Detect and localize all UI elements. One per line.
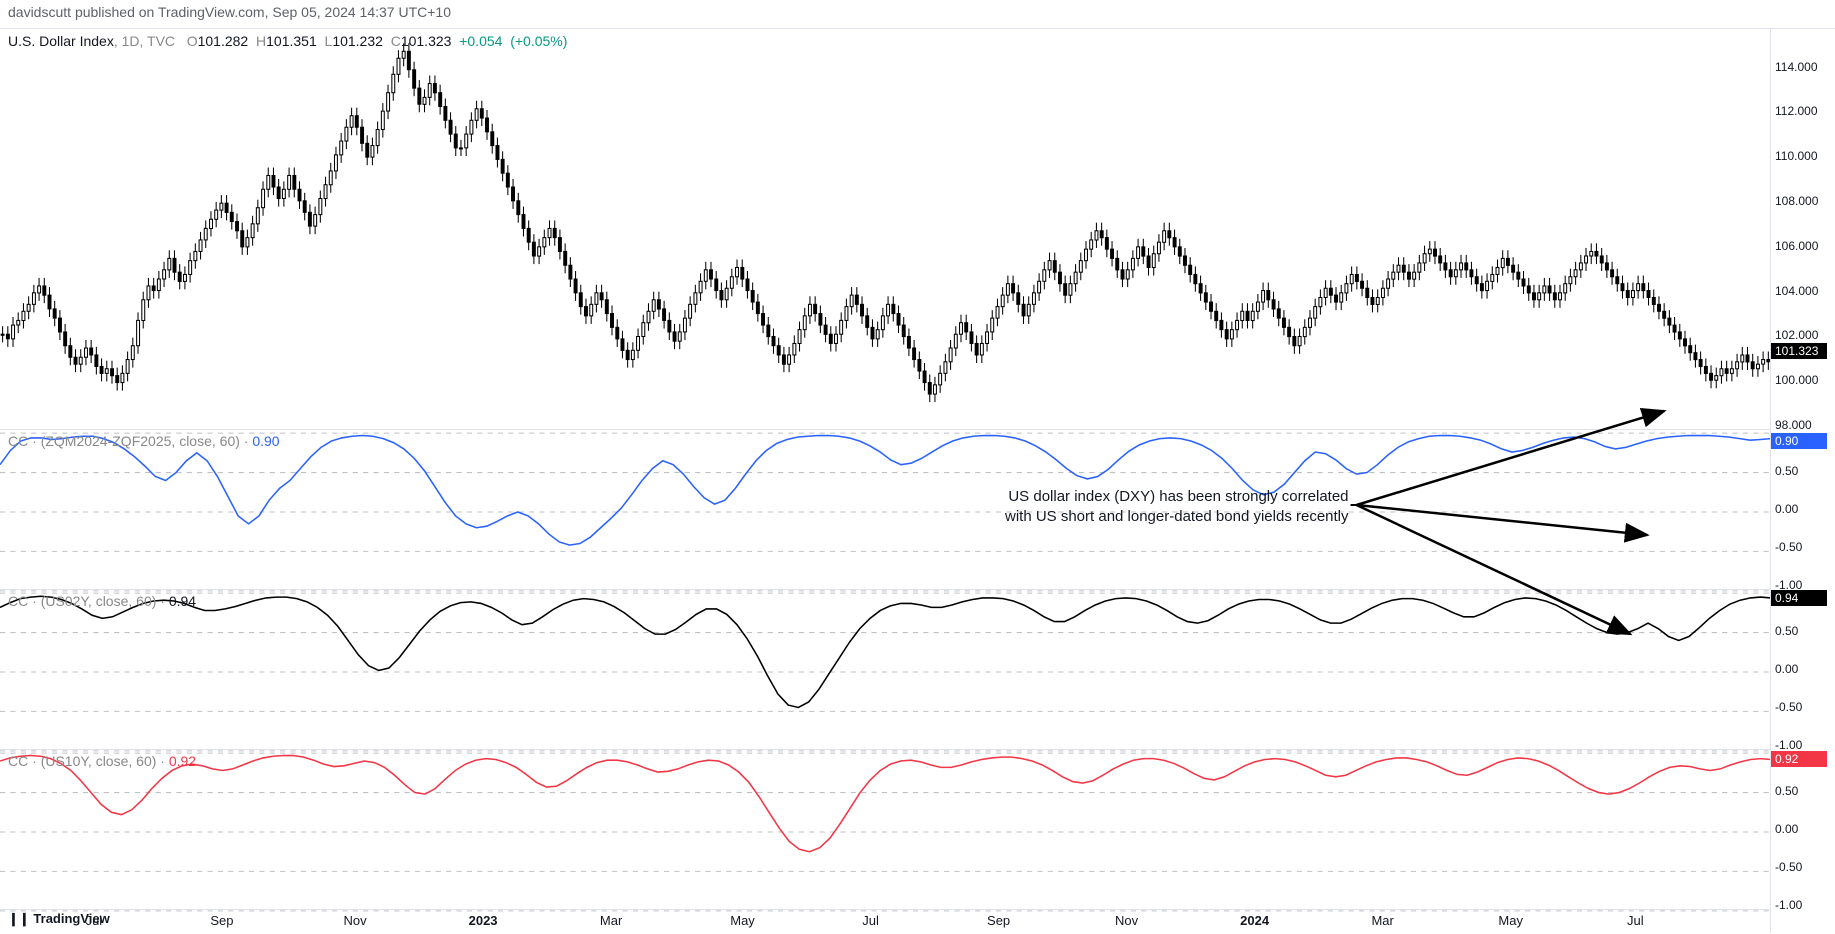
logo-icon: ❙❙	[8, 911, 30, 926]
change-val: +0.054	[459, 33, 502, 49]
axis-tick-label: -0.50	[1775, 540, 1802, 554]
time-axis-label: Jul	[1627, 913, 1644, 928]
sub1-p3: 60)	[220, 433, 240, 449]
time-axis-label: 2024	[1240, 913, 1269, 928]
sub3-p1: (US10Y,	[41, 753, 92, 769]
time-axis-label: Sep	[210, 913, 233, 928]
time-axis-label: Nov	[1115, 913, 1138, 928]
axis-tick-label: 98.000	[1775, 418, 1812, 432]
axis-tick-label: 0.50	[1775, 624, 1798, 638]
axis-tick-label: 0.50	[1775, 784, 1798, 798]
sub1-p1: (ZQM2024-ZQF2025,	[41, 433, 176, 449]
sub1-legend: CC · (ZQM2024-ZQF2025, close, 60) · 0.90	[8, 433, 280, 449]
sub2-legend: CC · (US02Y, close, 60) · 0.94	[8, 593, 196, 609]
sub3-p3: 60)	[136, 753, 156, 769]
exchange: TVC	[147, 33, 175, 49]
tradingview-logo: ❙❙ TradingView	[8, 911, 110, 927]
last-price-badge: 101.323	[1771, 343, 1827, 359]
last-price-badge: 0.92	[1771, 751, 1827, 767]
main-legend: U.S. Dollar Index, 1D, TVC O101.282 H101…	[8, 33, 567, 49]
time-axis-label: Mar	[1371, 913, 1393, 928]
sub2-plot	[0, 589, 1771, 755]
time-axis-label: Jul	[862, 913, 879, 928]
axis-tick-label: 110.000	[1775, 149, 1818, 163]
axis-tick-label: 102.000	[1775, 328, 1818, 342]
sub2-p1: (US02Y,	[41, 593, 92, 609]
sub2-p3: 60)	[136, 593, 156, 609]
sub2-p2: close,	[96, 593, 133, 609]
time-axis-label: 2023	[469, 913, 498, 928]
sub3-tag: CC	[8, 753, 28, 769]
axis-tick-label: 112.000	[1775, 104, 1818, 118]
price-axis[interactable]: 98.000 100.000 102.000 104.000 106.000 108.00…	[1770, 29, 1835, 933]
time-axis-label: Mar	[600, 913, 622, 928]
sub3-plot	[0, 749, 1771, 915]
main-price-plot	[0, 29, 1771, 444]
axis-tick-label: 106.000	[1775, 239, 1818, 253]
last-price-badge: 0.90	[1771, 433, 1827, 449]
sub1-value: 0.90	[252, 433, 279, 449]
axis-tick-label: 114.000	[1775, 60, 1818, 74]
axis-tick-label: -0.50	[1775, 860, 1802, 874]
annotation-line2: with US short and longer-dated bond yiel…	[1005, 508, 1349, 525]
sub2-value: 0.94	[169, 593, 196, 609]
axis-tick-label: 104.000	[1775, 284, 1818, 298]
axis-tick-label: 108.000	[1775, 194, 1818, 208]
axis-tick-label: -0.50	[1775, 700, 1802, 714]
symbol-name: U.S. Dollar Index	[8, 33, 114, 49]
close-val: 101.323	[401, 33, 452, 49]
sub1-tag: CC	[8, 433, 28, 449]
author: davidscutt	[8, 4, 71, 20]
high-prefix: H	[256, 33, 266, 49]
sub1-p2: close,	[179, 433, 216, 449]
annotation-line1: US dollar index (DXY) has been strongly …	[1008, 488, 1348, 505]
axis-tick-label: 0.00	[1775, 662, 1798, 676]
change-pct: (+0.05%)	[510, 33, 567, 49]
axis-tick-label: 0.50	[1775, 464, 1798, 478]
publish-timestamp: Sep 05, 2024 14:37 UTC+10	[272, 4, 451, 20]
time-axis-label: May	[730, 913, 755, 928]
close-prefix: C	[391, 33, 401, 49]
correlation-pane-2[interactable]: CC · (US02Y, close, 60) · 0.94	[0, 589, 1771, 749]
chart-area[interactable]: USD U.S. Dollar Index, 1D, TVC O101.282 …	[0, 28, 1835, 933]
time-axis-label: Sep	[987, 913, 1010, 928]
sub2-tag: CC	[8, 593, 28, 609]
sub3-p2: close,	[96, 753, 133, 769]
correlation-pane-3[interactable]: CC · (US10Y, close, 60) · 0.92	[0, 749, 1771, 909]
high-val: 101.351	[266, 33, 317, 49]
time-axis-label: Nov	[343, 913, 366, 928]
interval: 1D	[122, 33, 140, 49]
low-val: 101.232	[332, 33, 383, 49]
last-price-badge: 0.94	[1771, 590, 1827, 606]
main-price-pane[interactable]: U.S. Dollar Index, 1D, TVC O101.282 H101…	[0, 29, 1771, 429]
brand-text: TradingView	[33, 911, 109, 926]
open-prefix: O	[187, 33, 198, 49]
time-axis-label: May	[1498, 913, 1523, 928]
axis-tick-label: -1.00	[1775, 738, 1802, 752]
time-axis[interactable]: JulSepNov2023MarMayJulSepNov2024MarMayJu…	[0, 909, 1771, 934]
axis-tick-label: 0.00	[1775, 502, 1798, 516]
sub3-legend: CC · (US10Y, close, 60) · 0.92	[8, 753, 196, 769]
source: published on TradingView.com,	[75, 4, 269, 20]
open-val: 101.282	[198, 33, 249, 49]
axis-tick-label: 100.000	[1775, 373, 1818, 387]
axis-tick-label: 0.00	[1775, 822, 1798, 836]
sub3-value: 0.92	[169, 753, 196, 769]
publish-header: davidscutt published on TradingView.com,…	[8, 4, 451, 20]
axis-tick-label: -1.00	[1775, 898, 1802, 912]
annotation-text: US dollar index (DXY) has been strongly …	[0, 487, 1349, 528]
